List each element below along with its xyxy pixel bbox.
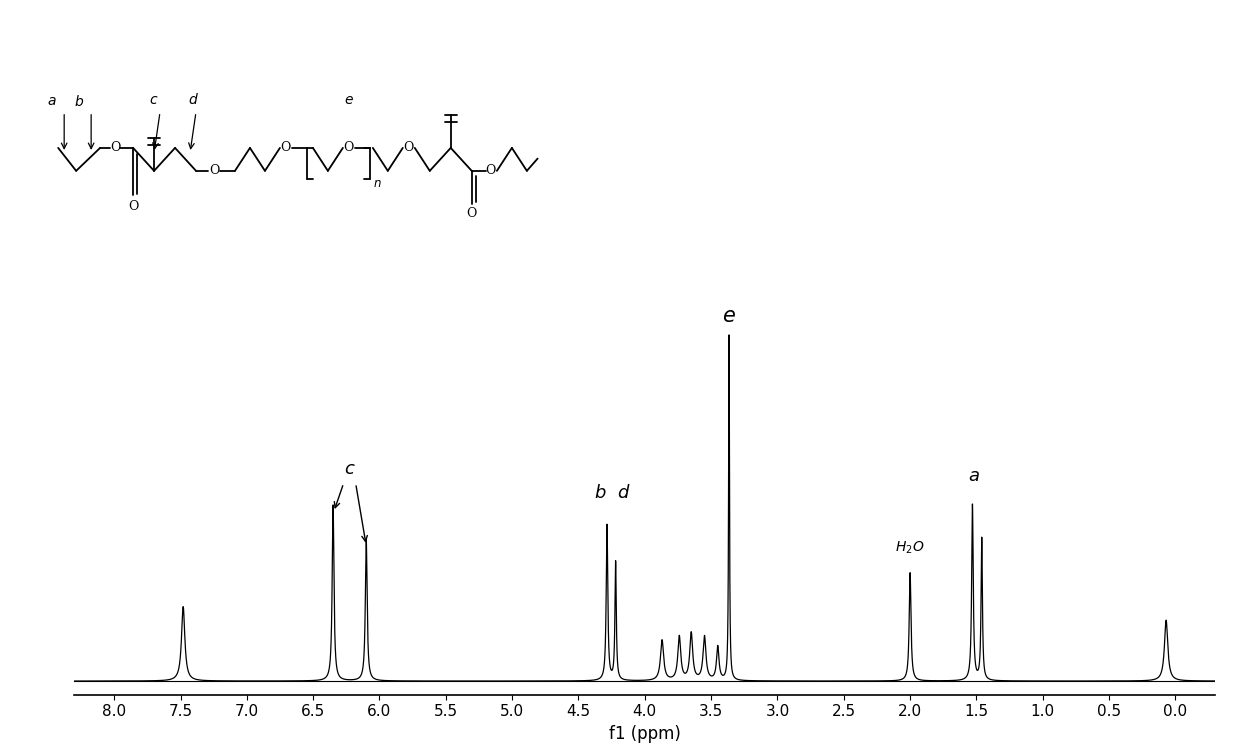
- Text: $\mathbf{\it{e}}$: $\mathbf{\it{e}}$: [722, 306, 737, 325]
- Text: O: O: [208, 165, 219, 177]
- Text: O: O: [343, 141, 355, 154]
- Text: O: O: [110, 141, 120, 154]
- Text: O: O: [403, 141, 414, 154]
- Text: $\mathbf{\it{a}}$: $\mathbf{\it{a}}$: [47, 94, 57, 108]
- Text: $\mathbf{\it{c}}$: $\mathbf{\it{c}}$: [345, 460, 356, 478]
- Text: $\mathbf{\it{c}}$: $\mathbf{\it{c}}$: [149, 93, 159, 106]
- Text: $\mathbf{\it{d}}$: $\mathbf{\it{d}}$: [187, 92, 198, 107]
- Text: O: O: [280, 141, 291, 154]
- X-axis label: f1 (ppm): f1 (ppm): [609, 725, 681, 743]
- Text: $\mathbf{\it{e}}$: $\mathbf{\it{e}}$: [343, 93, 353, 106]
- Text: O: O: [486, 165, 496, 177]
- Text: $\mathbf{\it{b}}$  $\mathbf{\it{d}}$: $\mathbf{\it{b}}$ $\mathbf{\it{d}}$: [594, 484, 631, 501]
- Text: O: O: [466, 207, 477, 220]
- Text: $n$: $n$: [373, 177, 382, 190]
- Text: O: O: [128, 200, 139, 214]
- Text: $\mathbf{\it{b}}$: $\mathbf{\it{b}}$: [74, 94, 84, 109]
- Text: $\mathbf{\it{a}}$: $\mathbf{\it{a}}$: [968, 467, 980, 485]
- Text: $\mathit{H_2O}$: $\mathit{H_2O}$: [895, 539, 925, 556]
